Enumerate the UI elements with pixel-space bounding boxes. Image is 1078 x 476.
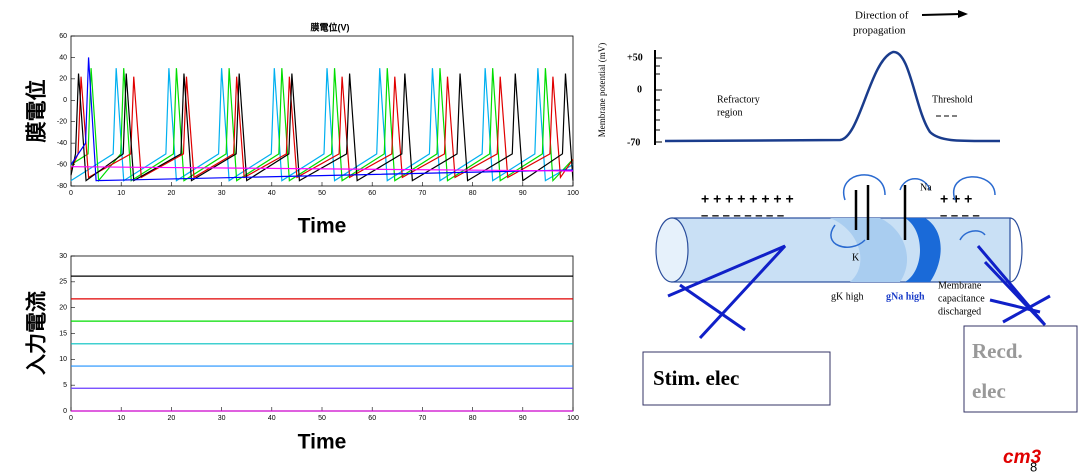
series-line bbox=[70, 76, 574, 180]
page-number: 8 bbox=[1030, 459, 1037, 474]
label: propagation bbox=[853, 25, 906, 37]
axon-end bbox=[655, 217, 689, 283]
y-tick-label: 40 bbox=[59, 54, 67, 61]
ion-label: K bbox=[852, 252, 860, 263]
label: gK high bbox=[831, 291, 864, 302]
y-axis-label: 入力電流 bbox=[25, 291, 49, 375]
x-tick-label: 0 bbox=[69, 190, 73, 197]
ion-arrows bbox=[854, 185, 907, 240]
label: Threshold bbox=[932, 94, 973, 105]
label: Refractory bbox=[717, 94, 760, 105]
tick-label: -70 bbox=[627, 137, 640, 148]
x-tick-label: 10 bbox=[117, 415, 125, 422]
x-tick-label: 10 bbox=[117, 190, 125, 197]
x-tick-label: 60 bbox=[368, 415, 376, 422]
y-tick-label: -40 bbox=[57, 140, 67, 147]
label: region bbox=[717, 107, 743, 118]
x-tick-label: 80 bbox=[469, 190, 477, 197]
charges: – – – – bbox=[940, 207, 980, 222]
y-tick-label: 30 bbox=[59, 253, 67, 260]
label: capacitance bbox=[938, 293, 985, 304]
y-tick-label: 20 bbox=[59, 76, 67, 83]
x-tick-label: 70 bbox=[419, 415, 427, 422]
arrow-head bbox=[958, 10, 968, 18]
electrodes bbox=[667, 244, 1051, 340]
label: Direction of bbox=[855, 10, 909, 22]
box-label: elec bbox=[972, 379, 1006, 403]
k-region bbox=[830, 218, 908, 282]
charges: – – – – – – – – bbox=[701, 207, 784, 222]
x-tick-label: 30 bbox=[218, 415, 226, 422]
x-tick-label: 100 bbox=[567, 415, 579, 422]
x-tick-label: 90 bbox=[519, 190, 527, 197]
stim-box bbox=[642, 351, 831, 406]
box-label: Stim. elec bbox=[653, 366, 739, 390]
y-tick-label: 0 bbox=[63, 408, 67, 415]
x-tick-label: 50 bbox=[318, 415, 326, 422]
y-tick-label: 25 bbox=[59, 279, 67, 286]
x-tick-label: 90 bbox=[519, 415, 527, 422]
y-tick-label: 60 bbox=[59, 33, 67, 40]
box-label: Recd. bbox=[972, 339, 1023, 363]
axis-ticks bbox=[655, 57, 662, 143]
x-tick-label: 80 bbox=[469, 415, 477, 422]
label: Membrane bbox=[938, 280, 982, 291]
current-arrows bbox=[830, 174, 996, 248]
x-axis-label: Time bbox=[298, 431, 347, 454]
y-tick-label: -60 bbox=[57, 161, 67, 168]
series-line bbox=[70, 73, 574, 182]
series-line bbox=[70, 166, 574, 172]
recd-box bbox=[963, 325, 1078, 413]
chart-title: 膜電位(V) bbox=[310, 21, 350, 32]
x-tick-label: 20 bbox=[168, 190, 176, 197]
charges: + + + + + + + + bbox=[701, 191, 794, 207]
y-axis-label: 膜電位 bbox=[25, 80, 49, 143]
tick-label: +50 bbox=[627, 52, 643, 63]
y-tick-label: 20 bbox=[59, 305, 67, 312]
footer-mark: cm3 bbox=[1003, 447, 1041, 468]
y-tick-label: 5 bbox=[63, 382, 67, 389]
x-tick-label: 40 bbox=[268, 415, 276, 422]
x-tick-label: 30 bbox=[218, 190, 226, 197]
x-axis-label: Time bbox=[298, 215, 347, 238]
label: gNa high bbox=[886, 291, 925, 302]
action-potential-curve bbox=[664, 50, 1001, 143]
label: discharged bbox=[938, 306, 981, 317]
x-tick-label: 0 bbox=[69, 415, 73, 422]
x-tick-label: 60 bbox=[368, 190, 376, 197]
x-tick-label: 50 bbox=[318, 190, 326, 197]
series-line bbox=[70, 68, 574, 182]
y-tick-label: -20 bbox=[57, 119, 67, 126]
na-region bbox=[905, 218, 941, 282]
axis-label: Membrane potential (mV) bbox=[597, 43, 607, 137]
x-tick-label: 20 bbox=[168, 415, 176, 422]
axon-end bbox=[1009, 217, 1023, 283]
y-tick-label: -80 bbox=[57, 183, 67, 190]
y-tick-label: 15 bbox=[59, 330, 67, 337]
y-tick-label: 10 bbox=[59, 356, 67, 363]
x-tick-label: 100 bbox=[567, 190, 579, 197]
diagram: Direction of propagation Membrane potent… bbox=[597, 10, 1078, 413]
charges: + + + bbox=[940, 191, 972, 207]
ion-label: Na bbox=[920, 182, 932, 193]
x-tick-label: 70 bbox=[419, 190, 427, 197]
series-line bbox=[70, 57, 574, 182]
x-tick-label: 40 bbox=[268, 190, 276, 197]
tick-label: 0 bbox=[637, 84, 642, 95]
series-line bbox=[70, 68, 574, 183]
y-tick-label: 0 bbox=[63, 97, 67, 104]
arrow bbox=[921, 13, 961, 16]
